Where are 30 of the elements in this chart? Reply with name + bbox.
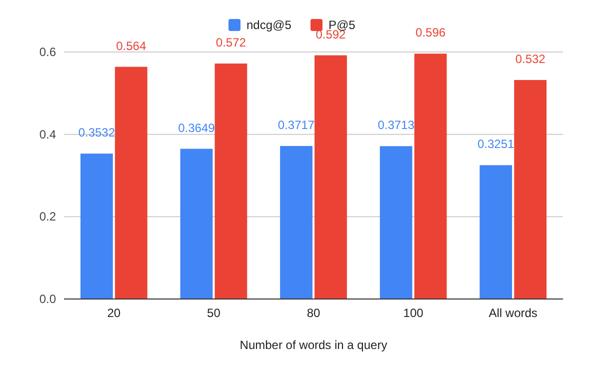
bar [180,148,213,299]
data-label: 0.3532 [78,126,116,140]
x-axis-title: Number of words in a query [240,338,388,352]
bar [214,64,248,299]
data-label: 0.3713 [378,118,415,132]
data-label: 0.532 [515,52,546,66]
bar [480,165,512,299]
x-tick-label: 50 [207,306,221,320]
bar [280,146,312,299]
bar [114,66,148,299]
bar [414,54,447,299]
x-tick-label: 80 [306,306,320,320]
data-label: 0.596 [416,26,446,40]
x-tick-label: All words [488,306,538,320]
bar [514,80,547,299]
y-tick-label: 0.2 [39,210,56,224]
y-tick-label: 0.6 [39,45,56,59]
y-tick-label: 0.0 [39,292,56,306]
data-label: 0.3251 [478,137,515,152]
bar [380,146,412,299]
bar [80,154,113,299]
data-label: 0.3717 [278,118,315,132]
x-tick-label: 100 [403,306,424,320]
data-label: 0.564 [116,38,146,53]
y-tick-label: 0.4 [39,127,56,142]
data-label: 0.3649 [178,120,216,135]
bar [314,55,347,299]
legend-label: ndcg@5 [246,18,292,32]
x-tick-label: 20 [107,306,121,320]
data-label: 0.572 [216,36,246,50]
